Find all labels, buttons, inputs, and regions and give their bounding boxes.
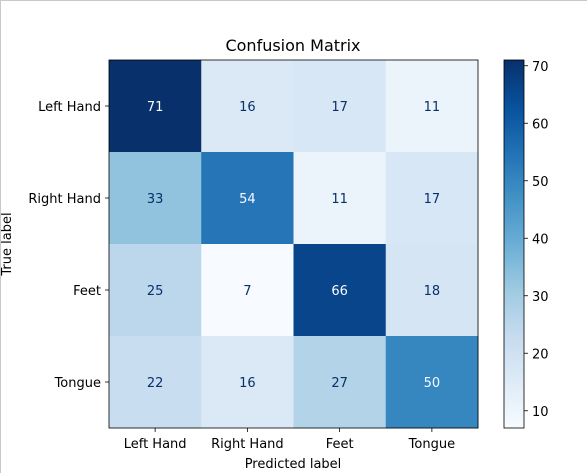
cell-value-label: 11: [331, 192, 348, 207]
heatmap-cells: 71 16 17 11 33 54 11 17 25 7 66 18 22 16 27 50: [108, 59, 479, 429]
cell-value-label: 17: [331, 100, 348, 115]
heatmap-cell: [293, 60, 387, 153]
heatmap-cell: [109, 336, 202, 429]
heatmap-cell: [201, 244, 294, 337]
colorbar-tick-label: 70: [532, 60, 549, 75]
x-axis-label: Predicted label: [245, 457, 342, 472]
heatmap-cell: [201, 152, 294, 245]
heatmap-cell: [109, 244, 202, 337]
window-left-border: [0, 0, 1, 473]
x-tick-label: Right Hand: [211, 437, 284, 452]
cell-value-label: 33: [147, 192, 164, 207]
cell-value-label: 18: [424, 284, 441, 299]
chart-title: Confusion Matrix: [225, 36, 360, 55]
cell-value-label: 7: [243, 284, 251, 299]
heatmap-cell: [385, 60, 479, 153]
x-tick-label: Feet: [326, 437, 354, 452]
heatmap-cell: [385, 152, 479, 245]
heatmap-cell: [201, 60, 294, 153]
y-axis-label: True label: [0, 212, 15, 276]
heatmap-cell: [385, 244, 479, 337]
x-tick-label: Left Hand: [124, 437, 187, 452]
heatmap-cell: [293, 244, 387, 337]
y-tick-label: Left Hand: [38, 100, 101, 115]
heatmap-frame: [108, 59, 479, 429]
heatmap-cell: [109, 60, 202, 153]
cell-value-label: 71: [147, 100, 164, 115]
colorbar: [503, 59, 525, 429]
cell-value-label: 16: [239, 376, 256, 391]
x-tick-label: Tongue: [408, 437, 455, 452]
cell-value-label: 11: [424, 100, 441, 115]
y-tick-label: Feet: [73, 284, 101, 299]
cell-value-label: 16: [239, 100, 256, 115]
colorbar-tick-label: 30: [532, 290, 549, 305]
y-tick-labels: Left Hand Right Hand Feet Tongue: [28, 100, 109, 391]
heatmap-cell: [293, 336, 387, 429]
window-top-border: [0, 0, 587, 1]
colorbar-ticks: 10 20 30 40 50 60 70: [524, 60, 549, 420]
colorbar-tick-label: 20: [532, 347, 549, 362]
colorbar-tick-label: 50: [532, 175, 549, 190]
heatmap-cell: [109, 152, 202, 245]
heatmap-cell: [293, 152, 387, 245]
cell-value-label: 66: [331, 284, 348, 299]
cell-value-label: 27: [331, 376, 348, 391]
y-tick-label: Tongue: [54, 376, 101, 391]
cell-value-label: 54: [239, 192, 256, 207]
colorbar-tick-label: 60: [532, 117, 549, 132]
colorbar-tick-label: 40: [532, 232, 549, 247]
x-tick-labels: Left Hand Right Hand Feet Tongue: [124, 428, 455, 452]
cell-value-label: 50: [424, 376, 441, 391]
colorbar-tick-label: 10: [532, 405, 549, 420]
y-tick-label: Right Hand: [28, 192, 101, 207]
cell-value-label: 22: [147, 376, 164, 391]
cell-value-label: 25: [147, 284, 164, 299]
heatmap-cell: [385, 336, 479, 429]
heatmap-cell: [201, 336, 294, 429]
cell-value-label: 17: [424, 192, 441, 207]
